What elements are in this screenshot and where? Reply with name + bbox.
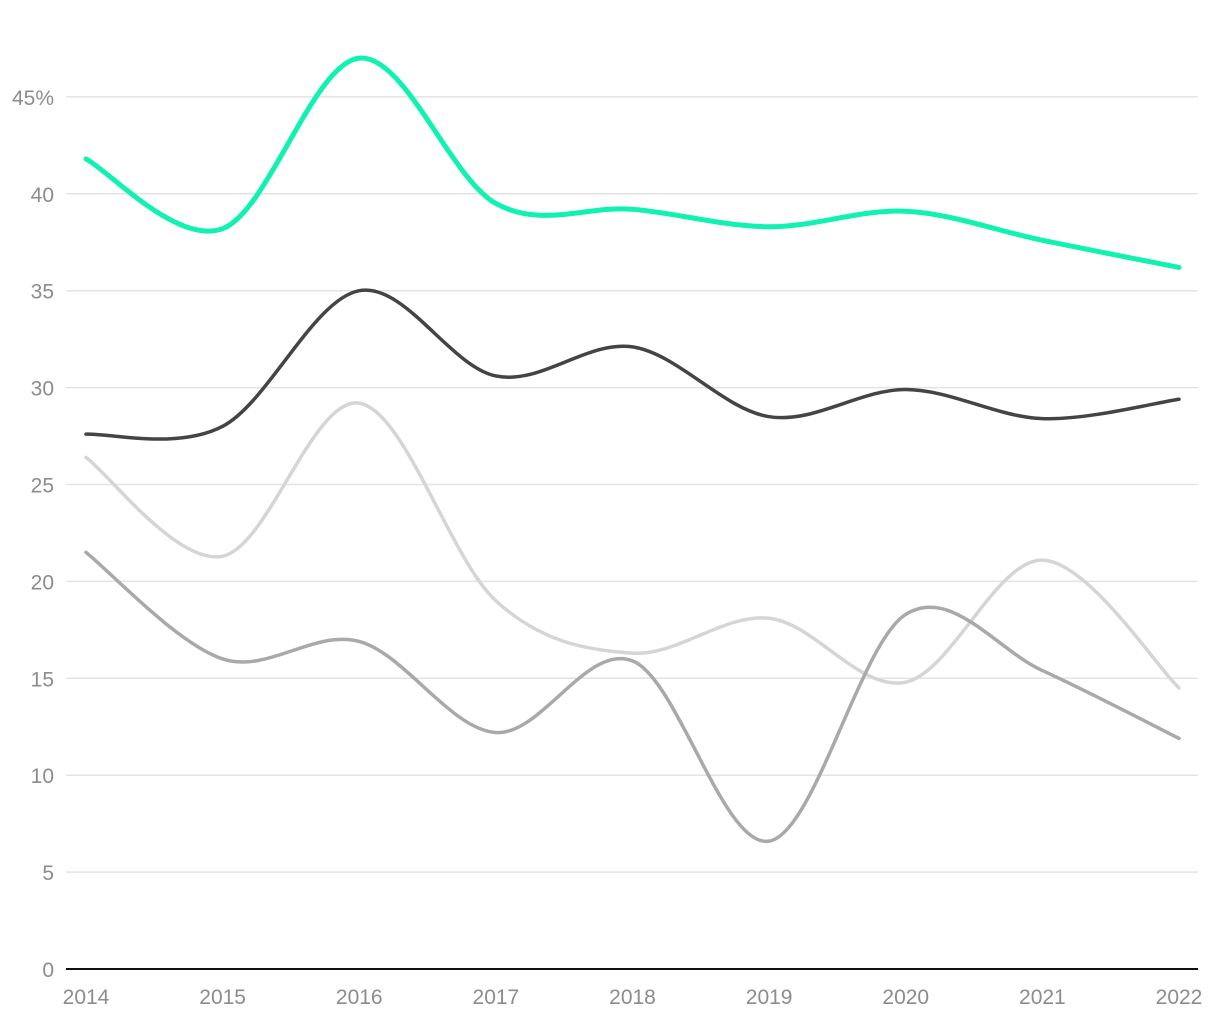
x-tick-label: 2019: [746, 986, 793, 1009]
x-tick-label: 2018: [609, 986, 656, 1009]
line-series-medium: [84, 550, 1181, 843]
y-tick-label: 10: [31, 765, 54, 788]
y-tick-label: 15: [31, 668, 54, 691]
series-lines: [83, 55, 1182, 843]
x-tick-label: 2020: [882, 986, 929, 1009]
y-axis-tick-labels: 0 5 10 15 20 25 30 35 40 45%: [12, 87, 54, 982]
y-tick-label: 25: [31, 475, 54, 498]
line-series-green: [83, 55, 1182, 270]
y-tick-label: 40: [31, 184, 54, 207]
y-tick-label: 35: [31, 281, 54, 304]
x-tick-label: 2022: [1156, 986, 1203, 1009]
y-tick-label: 20: [31, 571, 54, 594]
x-axis-tick-labels: 2014 2015 2016 2017 2018 2019 2020 2021 2022: [63, 986, 1203, 1009]
x-tick-label: 2014: [63, 986, 110, 1009]
line-series-dark: [84, 288, 1181, 441]
y-tick-label: 0: [42, 959, 54, 982]
x-tick-label: 2021: [1019, 986, 1066, 1009]
line-series-light: [84, 401, 1181, 690]
gridlines: [66, 96, 1198, 873]
x-tick-label: 2015: [199, 986, 246, 1009]
y-tick-label: 5: [42, 862, 54, 885]
x-tick-label: 2016: [336, 986, 383, 1009]
y-tick-label: 45%: [12, 87, 54, 110]
x-tick-label: 2017: [473, 986, 520, 1009]
y-tick-label: 30: [31, 378, 54, 401]
